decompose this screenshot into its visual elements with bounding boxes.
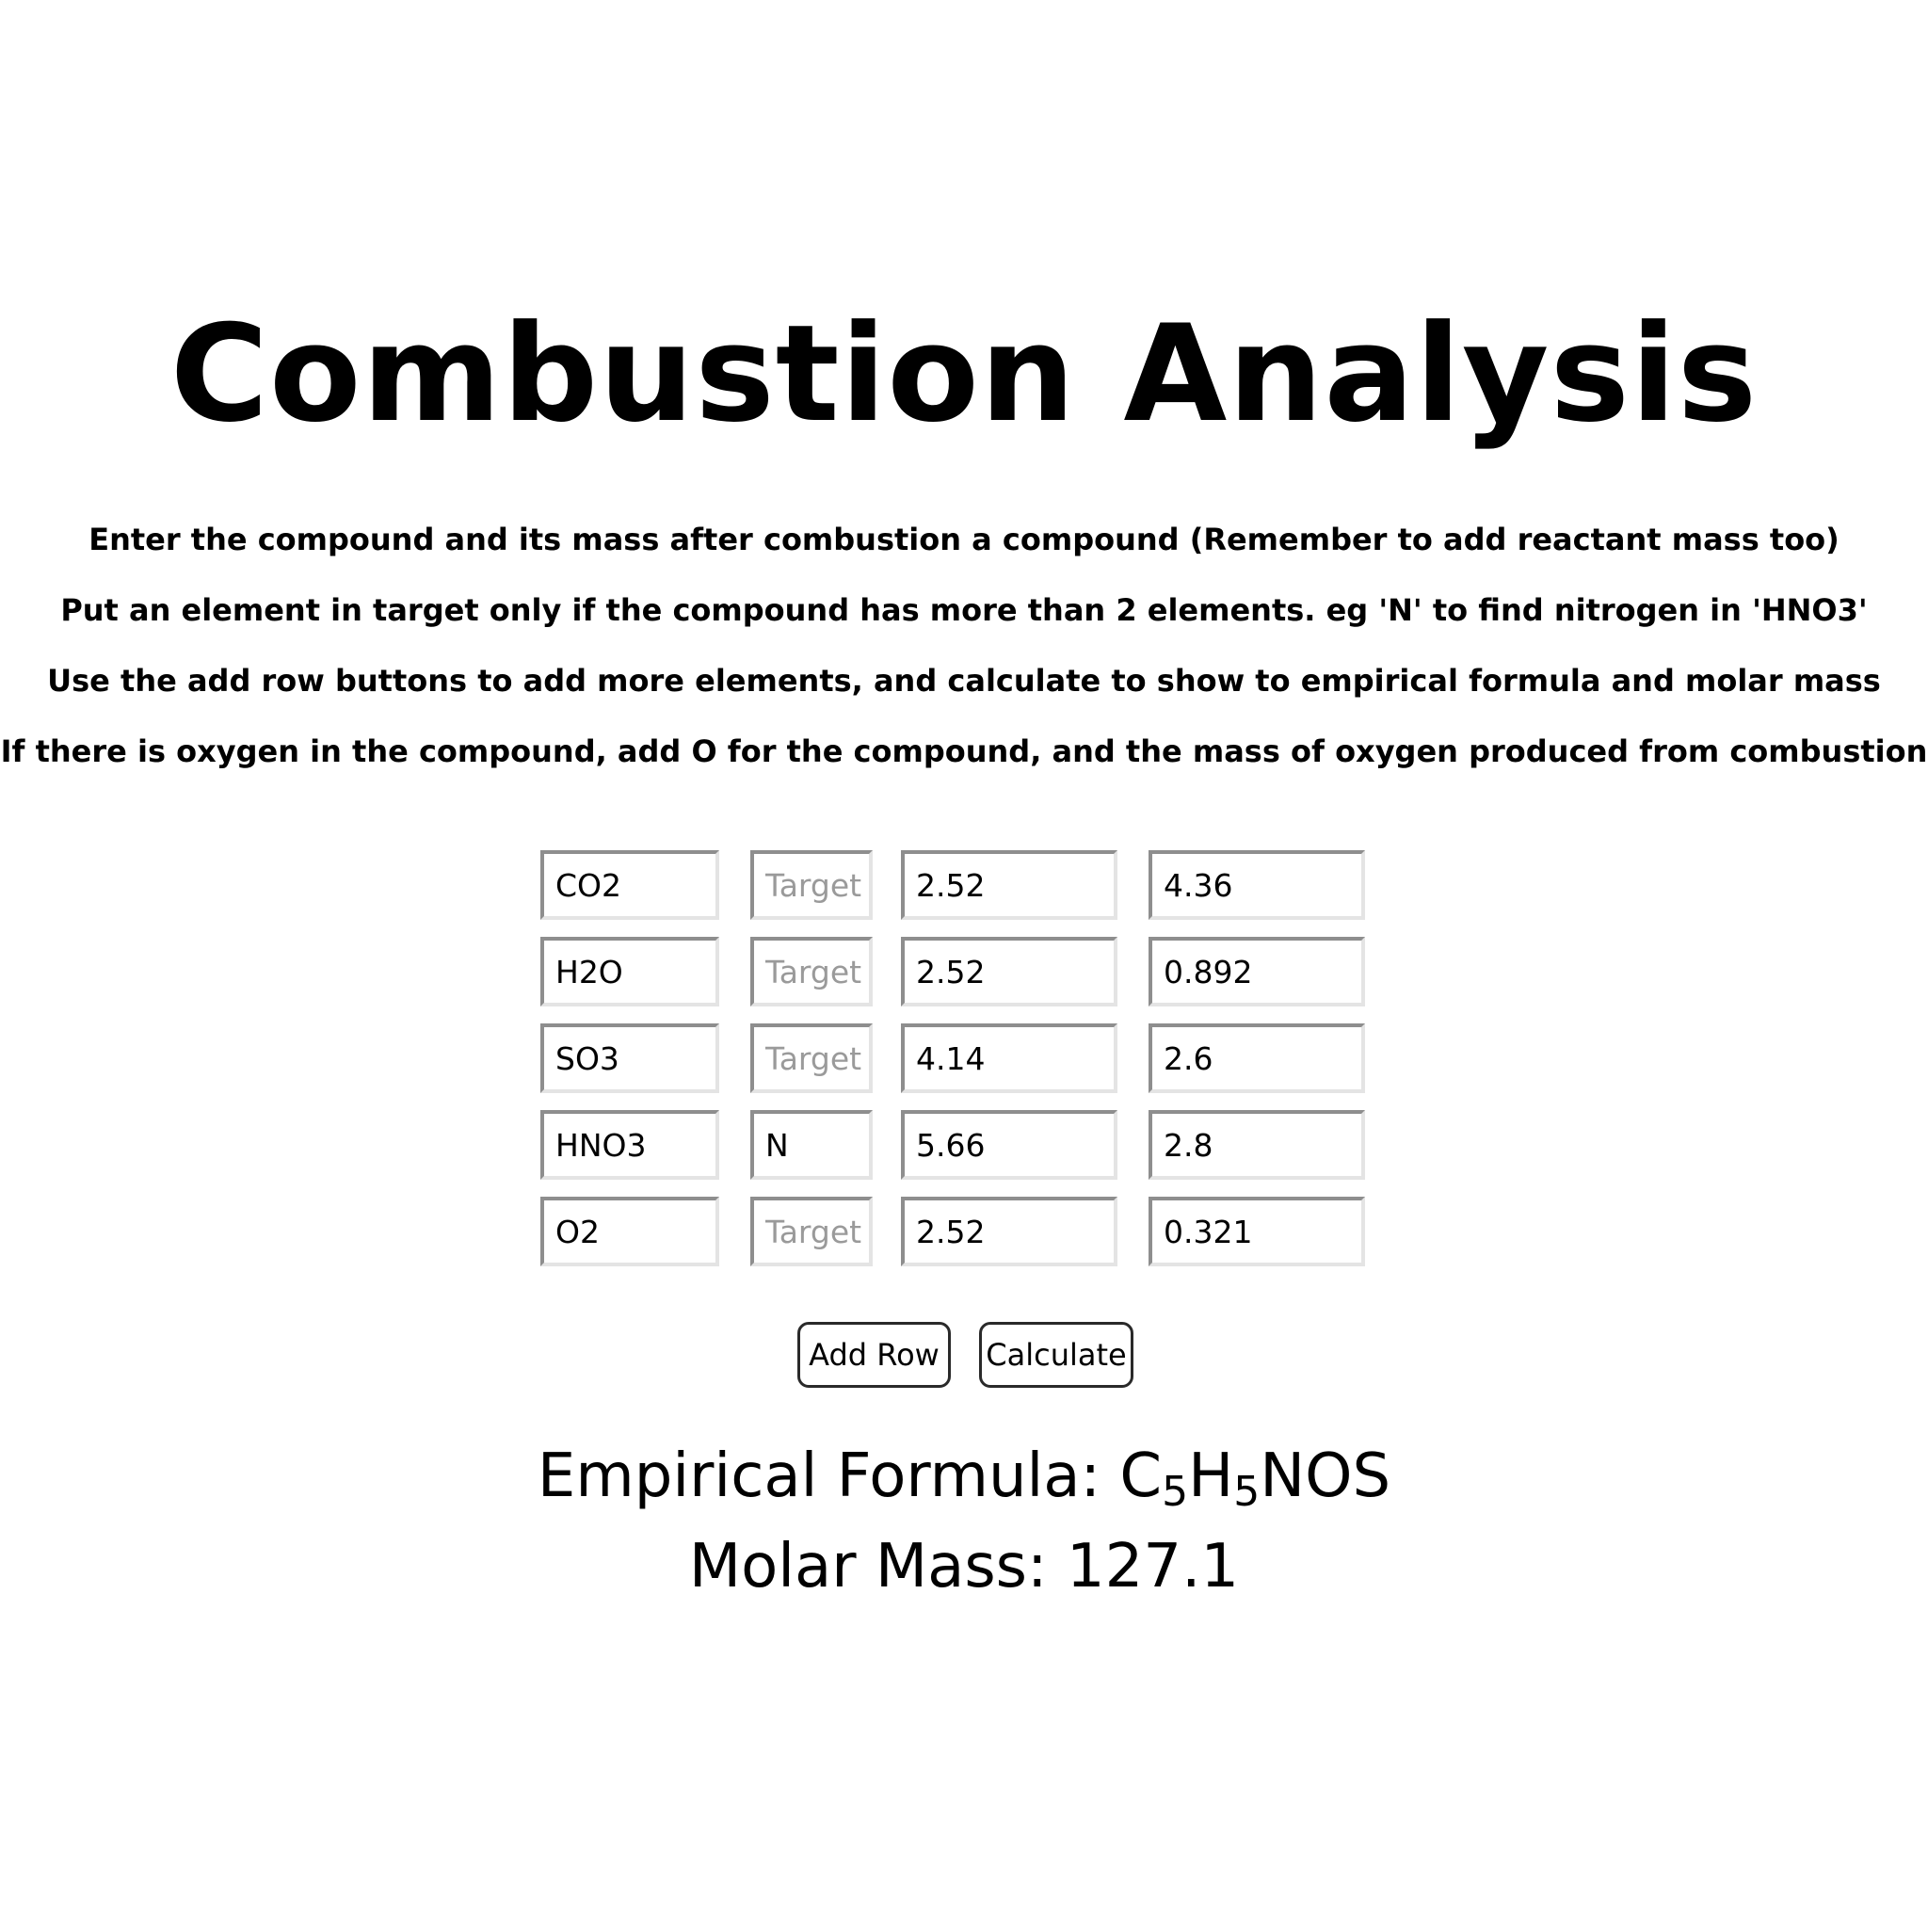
target-input[interactable] (750, 1197, 873, 1266)
reactant-mass-input[interactable] (901, 1023, 1117, 1093)
target-input[interactable] (750, 850, 873, 920)
instruction-line: Enter the compound and its mass after co… (88, 522, 1840, 557)
compound-input[interactable] (540, 1023, 719, 1093)
formula-element: C (1119, 1441, 1163, 1511)
instruction-line: If there is oxygen in the compound, add … (0, 733, 1928, 769)
calculate-button[interactable]: Calculate (979, 1322, 1133, 1388)
empirical-formula-label: Empirical Formula: (537, 1441, 1101, 1511)
molar-mass-result: Molar Mass: 127.1 (0, 1521, 1928, 1612)
compound-input[interactable] (540, 937, 719, 1006)
page-title: Combustion Analysis (169, 297, 1759, 452)
formula-subscript: 5 (1233, 1468, 1261, 1516)
instructions: Enter the compound and its mass after co… (0, 520, 1928, 802)
target-input[interactable] (750, 1110, 873, 1180)
formula-element: H (1188, 1441, 1234, 1511)
reactant-mass-input[interactable] (901, 1197, 1117, 1266)
reactant-mass-input[interactable] (901, 937, 1117, 1006)
empirical-formula-value: C5H5NOS (1119, 1441, 1391, 1513)
instruction-line: Use the add row buttons to add more elem… (47, 663, 1881, 699)
product-mass-input[interactable] (1149, 937, 1365, 1006)
compound-row (0, 850, 1928, 920)
compound-input[interactable] (540, 1197, 719, 1266)
compound-row (0, 1110, 1928, 1180)
compound-input[interactable] (540, 1110, 719, 1180)
target-input[interactable] (750, 1023, 873, 1093)
product-mass-input[interactable] (1149, 1023, 1365, 1093)
reactant-mass-input[interactable] (901, 850, 1117, 920)
instruction-line: Put an element in target only if the com… (60, 592, 1868, 628)
add-row-button[interactable]: Add Row (797, 1322, 951, 1388)
target-input[interactable] (750, 937, 873, 1006)
formula-subscript: 5 (1162, 1468, 1189, 1516)
formula-element: NOS (1260, 1441, 1391, 1511)
molar-mass-label: Molar Mass: (688, 1532, 1048, 1602)
product-mass-input[interactable] (1149, 1197, 1365, 1266)
compound-input[interactable] (540, 850, 719, 920)
product-mass-input[interactable] (1149, 850, 1365, 920)
product-mass-input[interactable] (1149, 1110, 1365, 1180)
empirical-formula-result: Empirical Formula: C5H5NOS (0, 1431, 1928, 1521)
reactant-mass-input[interactable] (901, 1110, 1117, 1180)
molar-mass-value: 127.1 (1066, 1532, 1240, 1602)
results: Empirical Formula: C5H5NOS Molar Mass: 1… (0, 1431, 1928, 1612)
compound-row (0, 937, 1928, 1006)
compound-row (0, 1023, 1928, 1093)
compound-row (0, 1197, 1928, 1266)
